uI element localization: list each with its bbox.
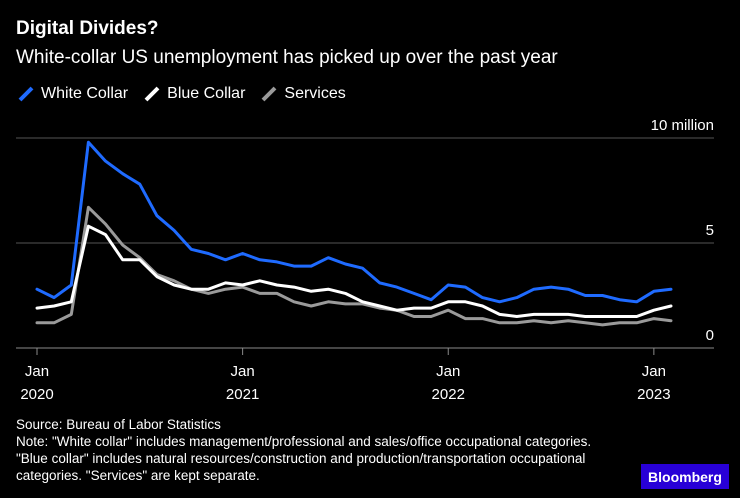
series-line-blue-collar [35,224,673,318]
x-tick-label-year: 2023 [637,386,670,403]
x-tick-label-year: 2022 [432,386,465,403]
legend-swatch-white-collar [18,86,34,102]
x-tick-label-month: Jan [231,363,255,380]
y-tick-label: 10 million [651,117,714,134]
x-tick-label-year: 2020 [20,386,53,403]
x-tick-label-month: Jan [642,363,666,380]
bloomberg-logo: Bloomberg [641,464,729,489]
source-notes: Source: Bureau of Labor Statistics Note:… [16,416,606,484]
chart-title: Digital Divides? [16,18,159,39]
y-tick-label: 0 [706,327,714,344]
legend-item-services: Services [259,84,346,104]
legend-swatch-blue-collar [144,86,160,102]
legend-swatch-services [261,86,277,102]
note-text: Note: "White collar" includes management… [16,434,592,483]
source-text: Source: Bureau of Labor Statistics [16,417,221,432]
chart-subtitle: White-collar US unemployment has picked … [16,47,558,68]
x-tick-label-month: Jan [25,363,49,380]
y-tick-label: 5 [706,222,714,239]
series-line-white-collar [35,140,673,304]
legend-item-white-collar: White Collar [16,84,128,104]
x-tick-label-month: Jan [436,363,460,380]
legend-label-white-collar: White Collar [41,85,129,102]
line-chart: 0 5 10 million Jan 2020 Jan 2021 Jan 2022 Jan 2023 [16,117,714,403]
legend-label-blue-collar: Blue Collar [167,85,246,102]
legend-item-blue-collar: Blue Collar [142,84,245,104]
x-tick-label-year: 2021 [226,386,259,403]
legend-label-services: Services [284,85,346,102]
legend: White Collar Blue Collar Services [16,84,360,104]
